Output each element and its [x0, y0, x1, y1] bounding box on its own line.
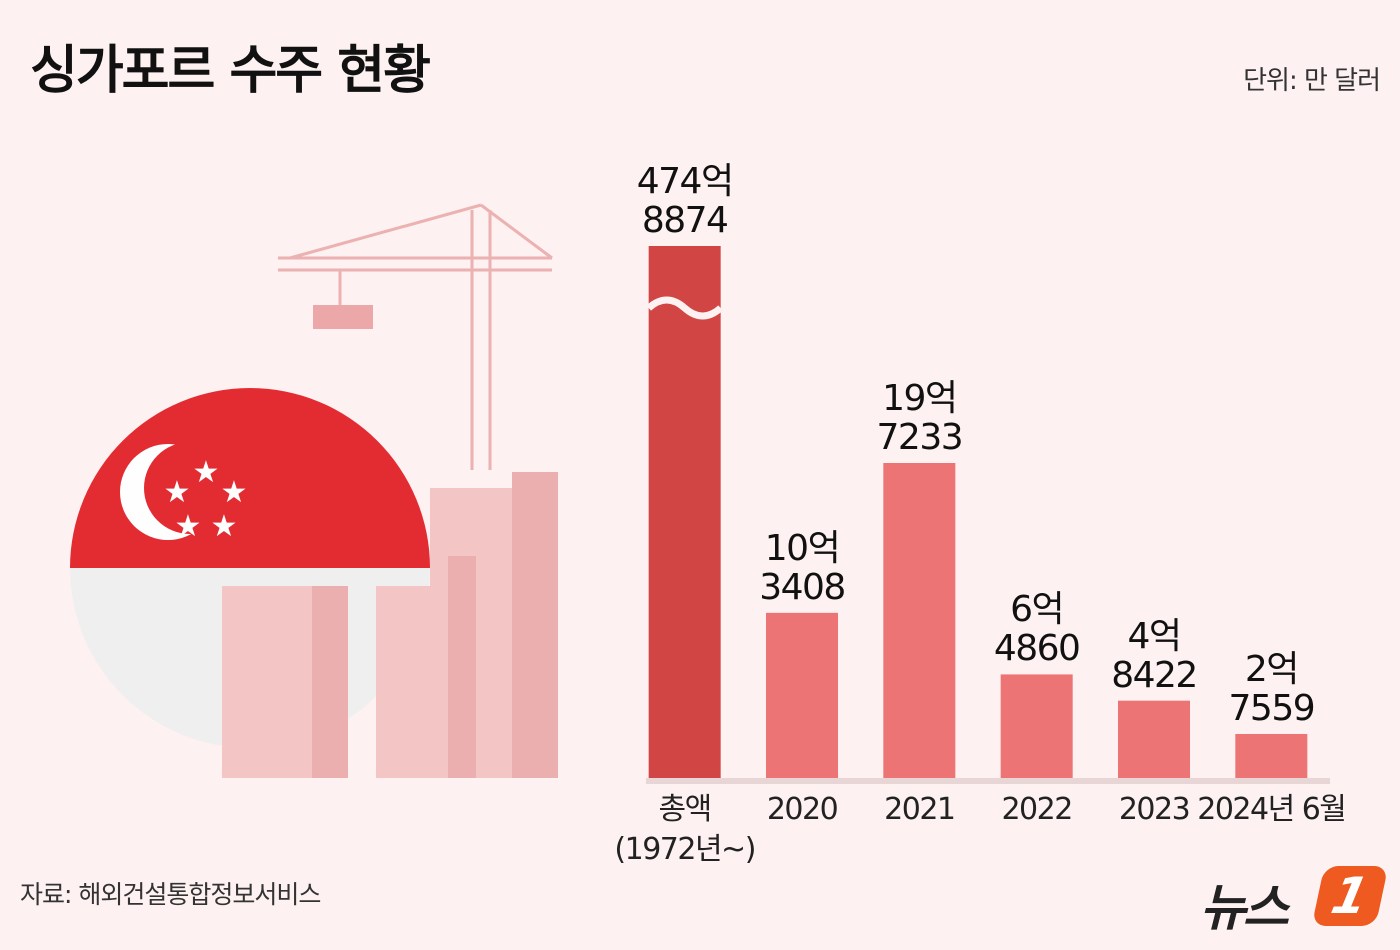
- stars: ★★ ★★ ★: [164, 455, 248, 544]
- unit-note: 단위: 만 달러: [1243, 66, 1381, 96]
- source-note: 자료: 해외건설통합정보서비스: [20, 880, 321, 909]
- bar: [883, 463, 956, 778]
- bar: [766, 612, 838, 778]
- value-label: 19억 7233: [876, 378, 964, 458]
- value-label: 6억 4860: [993, 589, 1081, 670]
- x-tick-label: 2024년 6월: [1197, 792, 1347, 827]
- chart-title: 싱가포르 수주 현황: [30, 41, 431, 101]
- bar: [1235, 733, 1308, 778]
- x-tick-label: 2021: [884, 792, 956, 827]
- value-label: 474억 8874: [636, 161, 734, 241]
- svg-text:★: ★: [193, 455, 220, 490]
- axis-break: [646, 296, 723, 320]
- x-tick-label: 2020: [766, 792, 839, 827]
- x-tick-label: 2023: [1118, 792, 1191, 827]
- x-tick-label: 2022: [1001, 792, 1073, 827]
- x-tick-label: 총액 (1972년~): [614, 792, 756, 867]
- crane: [278, 203, 553, 470]
- bar: [1118, 700, 1190, 778]
- bar: [648, 246, 721, 778]
- svg-text:★: ★: [221, 475, 248, 510]
- svg-text:★: ★: [211, 509, 238, 544]
- value-label: 10억 3408: [759, 527, 846, 608]
- crane-load: [313, 305, 373, 329]
- svg-text:★: ★: [164, 475, 191, 510]
- value-label: 2억 7559: [1228, 649, 1316, 729]
- illustration: ★★ ★★ ★: [70, 203, 558, 778]
- baseline-shadow: [646, 778, 1330, 784]
- moon-cut: [144, 442, 236, 534]
- value-label: 4억 8422: [1111, 615, 1198, 696]
- buildings: [222, 472, 558, 778]
- logo-text: 뉴스: [1200, 879, 1289, 937]
- bar: [1000, 674, 1073, 778]
- svg-text:★: ★: [175, 509, 202, 544]
